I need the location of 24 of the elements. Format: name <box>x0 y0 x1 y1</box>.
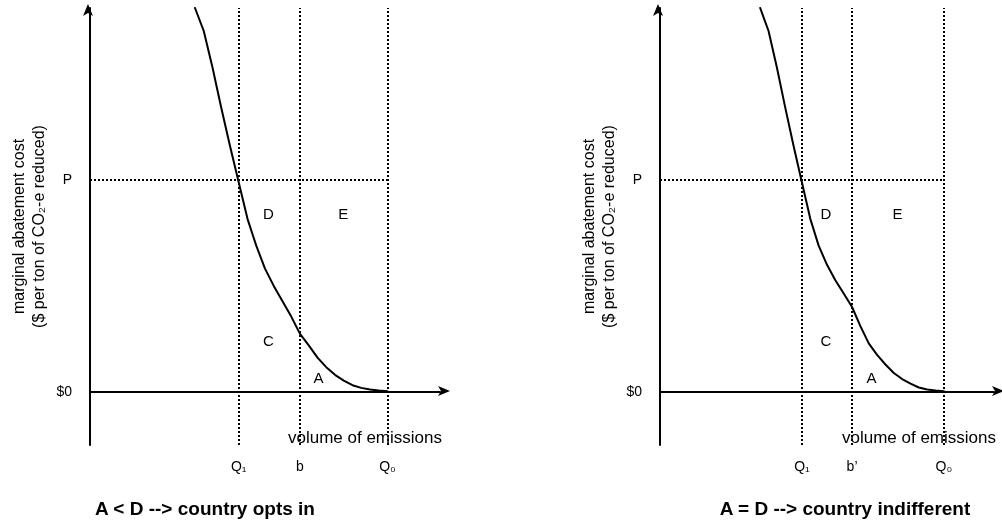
annotation: C <box>262 331 274 349</box>
annotation: D <box>820 204 832 222</box>
x-tick-label: Q₀ <box>379 458 397 474</box>
ref-line-label: $0 <box>626 383 643 400</box>
annotation: D <box>262 204 274 222</box>
x-axis-title: volume of emissions <box>841 427 996 447</box>
y-axis-title: marginal abatement cost ($ per ton of CO₂-e reduced) <box>9 125 47 328</box>
annotation: E <box>338 204 349 222</box>
text: A = D --> country indifferent <box>719 498 971 519</box>
annotation: A <box>313 368 324 386</box>
x-tick-label: Q₁ <box>794 458 811 474</box>
x-axis-title: volume of emissions <box>287 427 442 447</box>
ref-line-label: P <box>62 171 72 188</box>
x-tick-label: b’ <box>846 458 858 474</box>
annotation: E <box>892 204 903 222</box>
ref-line-label: P <box>632 171 642 188</box>
ref-line-label: $0 <box>56 383 73 400</box>
y-axis-title: marginal abatement cost ($ per ton of CO₂-e reduced) <box>579 125 617 328</box>
x-tick-label: Q₁ <box>230 458 247 474</box>
text: A < D --> country opts in <box>95 498 315 519</box>
x-tick-label: Q₀ <box>935 458 953 474</box>
annotation: A <box>866 368 877 386</box>
x-tick-label: b <box>296 458 305 474</box>
annotation: C <box>820 331 832 349</box>
